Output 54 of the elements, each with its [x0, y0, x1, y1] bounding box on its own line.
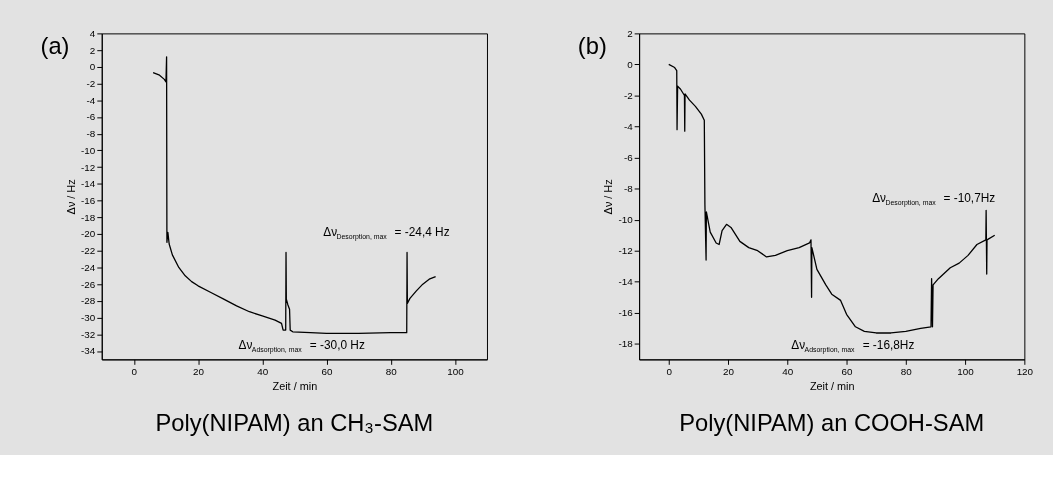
y-tick-label: -12	[618, 245, 633, 257]
x-tick-label: 100	[957, 365, 975, 377]
text: Poly(NIPAM) an COOH-SAM	[679, 410, 985, 437]
x-tick-label: 80	[900, 365, 913, 377]
y-tick-label: -8	[623, 183, 634, 195]
x-tick-label: 60	[841, 365, 854, 377]
y-tick-label: -6	[86, 111, 96, 123]
y-tick-label: -10	[618, 214, 634, 226]
x-tick-label: 100	[447, 365, 465, 377]
x-axis-title: Zeit / min	[809, 379, 855, 392]
line-series	[668, 63, 996, 334]
y-tick-label: -28	[81, 295, 96, 307]
y-tick-label: -14	[81, 178, 96, 190]
y-tick-label: 2	[89, 44, 96, 56]
y-tick-label: -18	[81, 211, 96, 223]
x-tick-label: 40	[257, 365, 269, 377]
y-tick-label: -16	[81, 195, 96, 207]
line-series	[152, 56, 437, 335]
y-tick-label: 0	[627, 58, 634, 70]
y-tick-label: 2	[627, 27, 633, 39]
y-tick-label: -22	[81, 245, 96, 257]
y-tick-label: -18	[618, 338, 634, 350]
y-tick-label: -32	[81, 328, 96, 340]
text: (b)	[577, 33, 607, 60]
y-tick-label: -6	[623, 152, 634, 164]
y-axis-title: Δν / Hz	[602, 179, 615, 215]
x-axis-title: Zeit / min	[272, 379, 318, 392]
y-tick-label: -4	[86, 94, 96, 106]
y-tick-label: -14	[618, 276, 634, 288]
y-tick-label: -12	[81, 161, 96, 173]
x-tick-label: 40	[782, 365, 794, 377]
y-tick-label: -4	[623, 120, 634, 132]
x-tick-label: 0	[666, 365, 673, 377]
text: Poly(NIPAM) an CH₃-SAM	[155, 410, 434, 437]
x-tick-label: 80	[385, 365, 398, 377]
y-tick-label: -24	[81, 261, 96, 273]
y-tick-label: 4	[89, 27, 96, 39]
y-tick-label: -34	[81, 345, 96, 357]
y-tick-label: -2	[623, 89, 633, 101]
x-tick-label: 120	[1016, 365, 1034, 377]
y-tick-label: -2	[86, 78, 96, 89]
y-tick-label: -16	[618, 307, 634, 319]
x-tick-label: 20	[723, 365, 735, 377]
x-tick-label: 0	[131, 365, 138, 377]
y-tick-label: -20	[81, 228, 96, 240]
y-tick-label: 0	[89, 61, 96, 73]
y-tick-label: -26	[81, 278, 96, 290]
x-tick-label: 60	[321, 365, 333, 377]
text: (a)	[40, 33, 70, 60]
y-tick-label: -10	[81, 144, 96, 156]
y-tick-label: -30	[81, 312, 96, 324]
y-tick-label: -8	[86, 128, 96, 140]
x-tick-label: 20	[193, 365, 205, 377]
y-axis-title: Δν / Hz	[65, 179, 78, 215]
